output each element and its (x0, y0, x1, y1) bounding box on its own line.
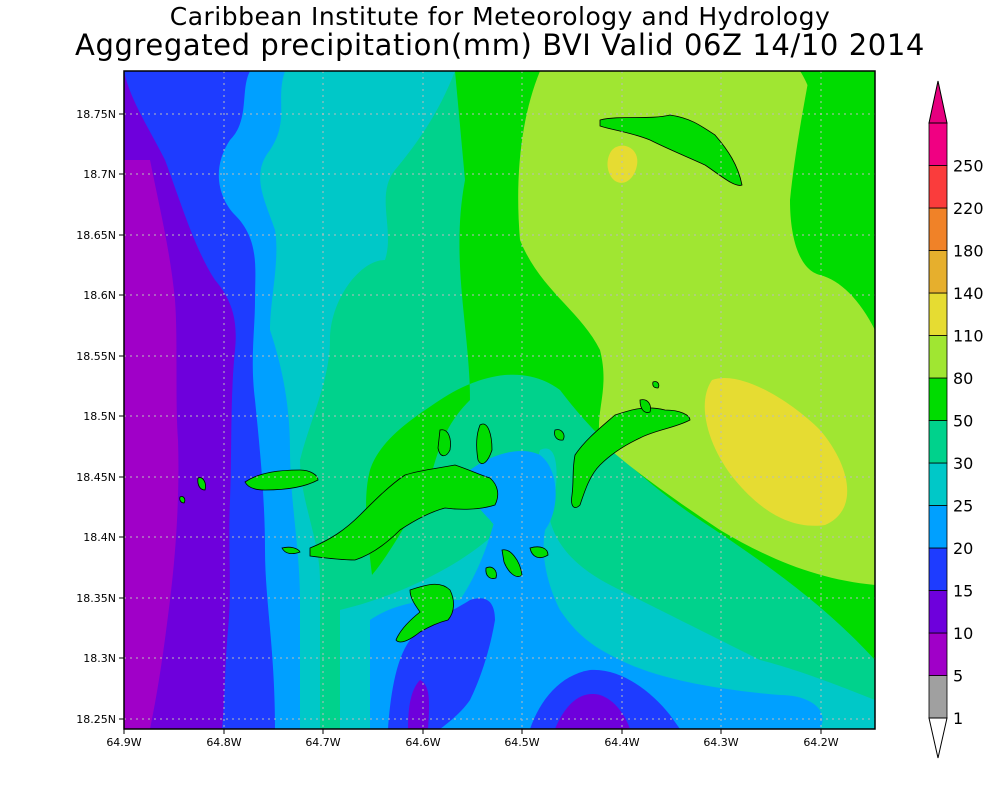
colorbar-level-label: 220 (953, 199, 984, 218)
island-anegada (599, 114, 743, 186)
island-marina (554, 429, 565, 441)
colorbar-segment (928, 122, 948, 166)
island-salt (485, 566, 497, 579)
lon-tick-label: 64.5W (504, 736, 539, 749)
colorbar-segment (928, 590, 948, 634)
island-necker (652, 381, 660, 389)
x-axis: 64.9W 64.8W 64.7W 64.6W 64.5W 64.4W 64.3W 64.2W (106, 729, 839, 749)
colorbar-segment (928, 505, 948, 549)
map-title: Caribbean Institute for Meteorology and … (169, 2, 831, 31)
contour-band-110-140-east (704, 378, 848, 526)
grid-lines (124, 71, 875, 729)
contour-band-50-80-ne (790, 71, 875, 330)
colorbar-segment (928, 165, 948, 209)
island-mosquito (639, 399, 651, 413)
colorbar-level-label: 80 (953, 369, 973, 388)
island-islet (179, 496, 186, 504)
lon-tick-label: 64.6W (405, 736, 440, 749)
lon-tick-label: 64.7W (305, 736, 340, 749)
colorbar-segment (928, 420, 948, 464)
island-little-thatch (197, 477, 206, 491)
lat-tick-label: 18.25N (76, 713, 116, 726)
colorbar-level-label: 250 (953, 157, 984, 176)
island-virgin-gorda (571, 407, 691, 508)
lat-tick-label: 18.75N (76, 108, 116, 121)
map-subtitle: Aggregated precipitation(mm) BVI Valid 0… (75, 28, 925, 62)
lon-tick-label: 64.3W (703, 736, 738, 749)
colorbar-level-label: 10 (953, 624, 973, 643)
colorbar-level-label: 180 (953, 242, 984, 261)
map-frame (123, 70, 876, 730)
colorbar-segment (928, 292, 948, 336)
lat-tick-label: 18.4N (83, 531, 116, 544)
colorbar-level-label: 20 (953, 539, 973, 558)
island-great-camanoe (476, 423, 493, 464)
island-tortola (309, 464, 499, 561)
island-west (281, 546, 301, 555)
islands (179, 114, 743, 643)
y-axis: 18.75N 18.7N 18.65N 18.6N 18.55N 18.5N 18.45N 1… (76, 108, 124, 726)
island-peter (395, 583, 454, 643)
lat-tick-label: 18.45N (76, 471, 116, 484)
colorbar-level-label: 50 (953, 412, 973, 431)
lat-tick-label: 18.6N (83, 289, 116, 302)
contour-band-5-10 (124, 160, 179, 729)
lat-tick-label: 18.7N (83, 168, 116, 181)
lat-tick-label: 18.35N (76, 592, 116, 605)
colorbar-level-label: 1 (953, 709, 963, 728)
lon-tick-label: 64.2W (803, 736, 838, 749)
colorbar-segment (928, 462, 948, 506)
colorbar-segment (928, 335, 948, 379)
contour-band-10-15-south (408, 680, 430, 729)
island-jost-van-dyke (244, 469, 319, 491)
colorbar-segment (928, 547, 948, 591)
lon-tick-label: 64.4W (604, 736, 639, 749)
colorbar-under-arrow (928, 717, 948, 759)
colorbar-over-arrow (928, 80, 948, 124)
lon-tick-label: 64.8W (206, 736, 241, 749)
contour-band-20-25-mid (466, 450, 556, 539)
lat-tick-label: 18.3N (83, 652, 116, 665)
colorbar-segment (928, 250, 948, 294)
colorbar-level-label: 15 (953, 582, 973, 601)
precipitation-contours (124, 71, 875, 729)
island-ginger (529, 546, 549, 559)
colorbar-level-label: 30 (953, 454, 973, 473)
colorbar-level-label: 110 (953, 327, 984, 346)
colorbar-segment (928, 675, 948, 719)
lat-tick-label: 18.55N (76, 350, 116, 363)
colorbar-level-label: 5 (953, 667, 963, 686)
island-cay (437, 429, 451, 457)
colorbar-segment (928, 207, 948, 251)
lat-tick-label: 18.5N (83, 410, 116, 423)
lon-tick-label: 64.9W (106, 736, 141, 749)
colorbar-segment (928, 377, 948, 421)
contour-band-20-25-south (370, 485, 823, 729)
colorbar-level-label: 25 (953, 497, 973, 516)
colorbar-level-label: 140 (953, 284, 984, 303)
lat-tick-label: 18.65N (76, 229, 116, 242)
contour-band-10-15-south2 (555, 694, 630, 729)
colorbar-segment (928, 632, 948, 676)
